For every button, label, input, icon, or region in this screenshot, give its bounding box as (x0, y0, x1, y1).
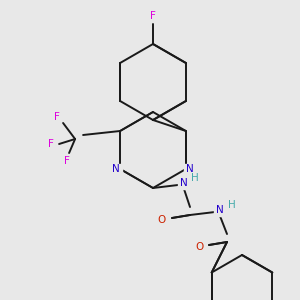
Text: N: N (186, 164, 194, 174)
Bar (178, 177, 198, 189)
Text: F: F (64, 156, 70, 166)
Bar (155, 214, 169, 226)
Text: H: H (228, 200, 236, 210)
Text: F: F (54, 112, 60, 122)
Text: F: F (48, 139, 54, 149)
Text: O: O (158, 215, 166, 225)
Bar (214, 204, 236, 216)
Bar (110, 164, 122, 174)
Bar (192, 241, 206, 253)
Bar (184, 164, 196, 174)
Text: F: F (150, 11, 156, 21)
Text: N: N (180, 178, 188, 188)
Text: H: H (191, 173, 199, 183)
Text: N: N (216, 205, 224, 215)
Text: O: O (195, 242, 203, 252)
Text: N: N (112, 164, 120, 174)
